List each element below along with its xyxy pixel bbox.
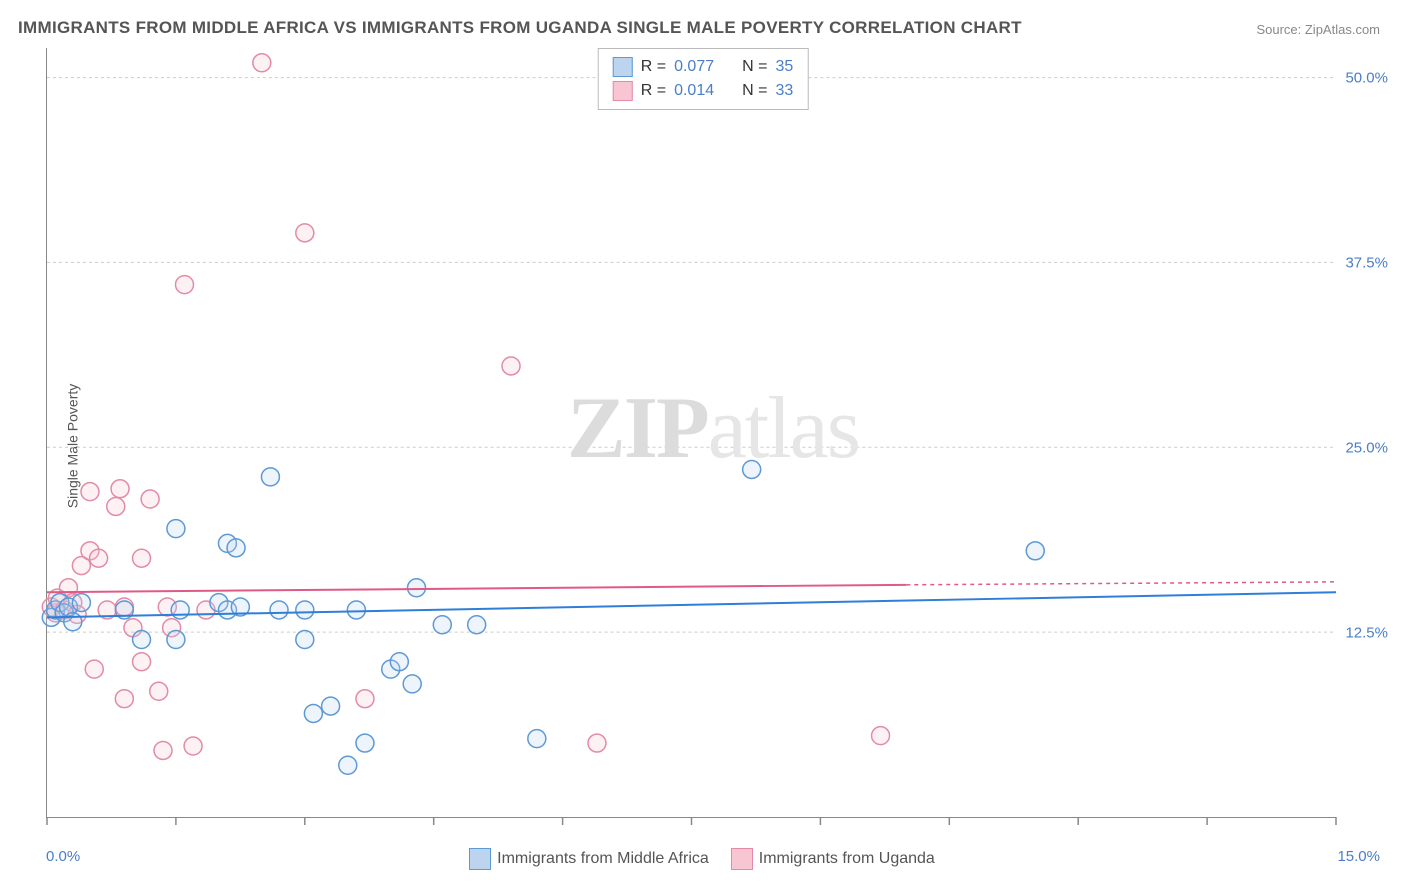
regression-line-b-dash [906,582,1336,585]
data-point [270,601,288,619]
plot-svg [47,48,1336,817]
data-point [115,690,133,708]
series-label: Immigrants from Middle Africa [497,850,709,867]
data-point [339,756,357,774]
n-label: N = [742,82,767,100]
data-point [304,704,322,722]
data-point [150,682,168,700]
series-label: Immigrants from Uganda [759,850,935,867]
data-point [390,653,408,671]
regression-line-b [47,585,906,592]
swatch-icon [469,848,491,870]
series-legend: Immigrants from Middle Africa Immigrants … [46,848,1336,870]
data-point [154,741,172,759]
y-tick-label: 12.5% [1345,624,1388,641]
r-label: R = [641,82,666,100]
x-tick-max: 15.0% [1337,848,1380,865]
data-point [588,734,606,752]
data-point [356,690,374,708]
r-value: 0.014 [674,82,714,100]
r-value: 0.077 [674,58,714,76]
n-value: 35 [775,58,793,76]
data-point [167,631,185,649]
data-point [171,601,189,619]
data-point [403,675,421,693]
data-point [184,737,202,755]
data-point [296,631,314,649]
data-point [133,549,151,567]
r-label: R = [641,58,666,76]
data-point [111,480,129,498]
data-point [296,601,314,619]
data-point [322,697,340,715]
stats-row: R = 0.014 N = 33 [613,79,794,103]
data-point [296,224,314,242]
data-point [468,616,486,634]
data-point [408,579,426,597]
swatch-icon [731,848,753,870]
data-point [64,613,82,631]
data-point [85,660,103,678]
data-point [227,539,245,557]
data-point [528,730,546,748]
chart-title: IMMIGRANTS FROM MIDDLE AFRICA VS IMMIGRA… [18,18,1022,38]
data-point [176,276,194,294]
plot-area: ZIPatlas [46,48,1336,818]
y-tick-label: 37.5% [1345,254,1388,271]
source-attribution: Source: ZipAtlas.com [1256,22,1380,37]
n-value: 33 [775,82,793,100]
data-point [1026,542,1044,560]
y-tick-label: 50.0% [1345,69,1388,86]
stats-row: R = 0.077 N = 35 [613,55,794,79]
data-point [72,594,90,612]
data-point [872,727,890,745]
data-point [141,490,159,508]
data-point [347,601,365,619]
stats-legend: R = 0.077 N = 35 R = 0.014 N = 33 [598,48,809,110]
n-label: N = [742,58,767,76]
data-point [433,616,451,634]
data-point [167,520,185,538]
data-point [81,483,99,501]
data-point [502,357,520,375]
data-point [133,631,151,649]
swatch-icon [613,81,633,101]
data-point [253,54,271,72]
data-point [356,734,374,752]
data-point [107,497,125,515]
swatch-icon [613,57,633,77]
y-tick-label: 25.0% [1345,439,1388,456]
data-point [133,653,151,671]
data-point [90,549,108,567]
data-point [743,460,761,478]
data-point [261,468,279,486]
